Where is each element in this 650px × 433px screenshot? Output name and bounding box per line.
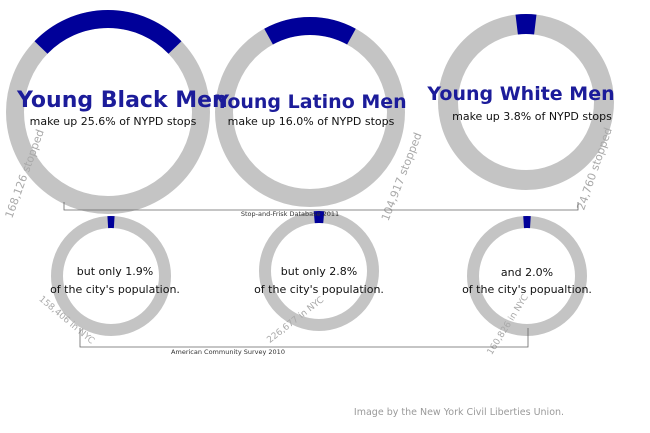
donut-subtitle-3: make up 3.8% of NYPD stops — [452, 110, 612, 123]
donut-subtitle-2: make up 16.0% of NYPD stops — [228, 115, 395, 128]
donut-value-arc-2 — [264, 17, 356, 45]
donut-line1-4: but only 1.9% — [77, 265, 153, 278]
bottom-source-label: American Community Survey 2010 — [171, 348, 285, 356]
donut-line1-6: and 2.0% — [501, 266, 553, 279]
bottom-bracket-line — [79, 328, 529, 348]
top-source-bracket: Stop-and-Frisk Database 2011 — [63, 202, 579, 218]
credit-text: Image by the New York Civil Liberties Un… — [354, 407, 564, 418]
donut-value-arc-3 — [515, 14, 537, 35]
donut-line2-5: of the city's population. — [254, 283, 384, 296]
top-source-label: Stop-and-Frisk Database 2011 — [241, 210, 339, 218]
donut-value-arc-1 — [34, 10, 182, 54]
donut-line1-5: but only 2.8% — [281, 265, 357, 278]
bottom-source-bracket: American Community Survey 2010 — [79, 328, 529, 356]
donut-rings — [6, 10, 614, 336]
donut-title-1: Young Black Men — [16, 88, 228, 113]
donut-line2-6: of the city's popualtion. — [462, 283, 592, 296]
donut-title-2: Young Latino Men — [214, 91, 406, 113]
donut-title-3: Young White Men — [426, 83, 614, 105]
donut-subtitle-1: make up 25.6% of NYPD stops — [30, 115, 197, 128]
donut-line2-4: of the city's population. — [50, 283, 180, 296]
top-bracket-line — [63, 202, 579, 211]
